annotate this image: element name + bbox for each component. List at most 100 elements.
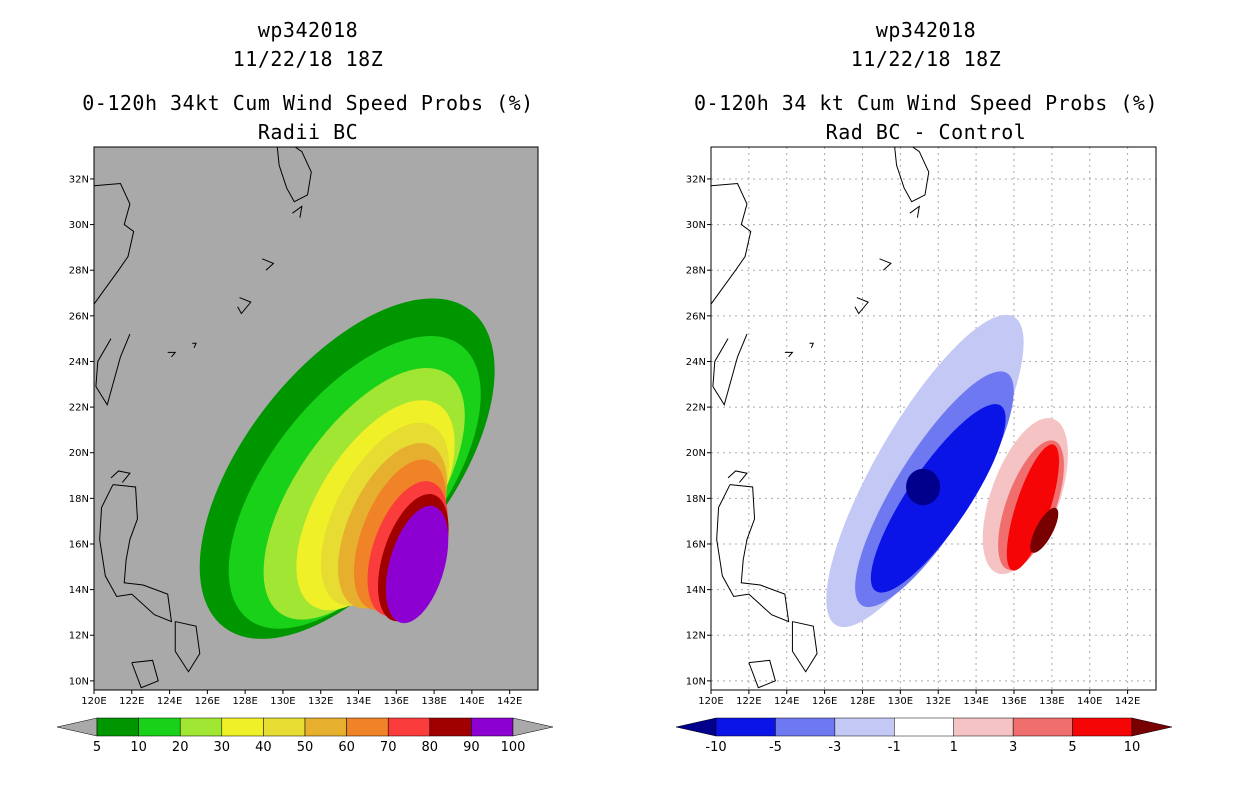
left-title-line-2: 11/22/18 18Z [232, 47, 384, 71]
colorbar-swatch [221, 717, 264, 737]
colorbar-right-arrow [1131, 717, 1173, 737]
difference-colorbar: -10 -5 -3 -1 1 3 5 10 [675, 717, 1173, 755]
x-tick-label: 122E [119, 696, 144, 707]
coast-segment [791, 621, 818, 673]
right-title-line-1: wp342018 [875, 18, 977, 42]
colorbar-swatch [304, 717, 347, 737]
x-tick-label: 142E [1115, 696, 1140, 707]
y-tick-label: 20N [69, 448, 89, 459]
colorbar-swatch [1012, 717, 1073, 737]
y-tick-label: 30N [69, 220, 89, 231]
contour-5 [1006, 444, 1060, 571]
colorbar-label: 10 [1124, 740, 1141, 755]
colorbar-label: -3 [828, 740, 841, 755]
y-tick-label: 12N [686, 631, 706, 642]
y-tick-label: 26N [69, 311, 89, 322]
y-tick-label: 28N [69, 266, 89, 277]
coast-segment [110, 470, 131, 483]
colorbar-swatch [429, 717, 472, 737]
y-tick-label: 16N [69, 539, 89, 550]
x-tick-label: 130E [270, 696, 295, 707]
x-tick-label: 132E [926, 696, 951, 707]
y-tick-label: 26N [686, 311, 706, 322]
x-tick-label: 134E [346, 696, 371, 707]
y-tick-label: 22N [69, 403, 89, 414]
y-tick-label: 32N [686, 174, 706, 185]
x-tick-label: 136E [1001, 696, 1026, 707]
colorbar-label: 70 [380, 740, 397, 755]
coast-segment [94, 182, 135, 305]
coast-segment [716, 484, 790, 623]
colorbar-label: 50 [297, 740, 314, 755]
contour-minus-10 [906, 468, 941, 506]
colorbar-label: 60 [338, 740, 355, 755]
colorbar-swatch [179, 717, 223, 737]
y-tick-label: 10N [69, 676, 89, 687]
colorbar-label: 20 [172, 740, 189, 755]
coastline [711, 147, 930, 689]
colorbar-swatch [96, 717, 139, 737]
colorbar-label: -5 [769, 740, 782, 755]
colorbar-swatch [387, 717, 431, 737]
coast-segment [174, 621, 201, 673]
colorbar-swatch [834, 717, 895, 737]
y-tick-label: 20N [686, 448, 706, 459]
y-tick-label: 24N [69, 357, 89, 368]
y-tick-label: 14N [69, 585, 89, 596]
coast-segment [192, 342, 197, 348]
y-tick-label: 32N [69, 174, 89, 185]
map-background [711, 147, 1156, 690]
coastline [94, 147, 312, 689]
colorbar-label: 5 [93, 740, 101, 755]
coast-segment [131, 659, 159, 689]
x-tick-label: 128E [232, 696, 257, 707]
x-tick-label: 120E [698, 696, 723, 707]
contour-minus-5 [870, 404, 1006, 593]
y-tick-label: 22N [686, 403, 706, 414]
y-tick-label: 14N [686, 585, 706, 596]
contour-30 [296, 400, 455, 611]
colorbar-left-arrow [56, 717, 98, 737]
right-title-line-2: 11/22/18 18Z [850, 47, 1002, 71]
y-tick-label: 10N [686, 676, 706, 687]
y-tick-label: 12N [69, 631, 89, 642]
contour-3 [998, 440, 1064, 571]
contour-50 [338, 443, 447, 609]
contour-60 [354, 459, 447, 611]
map-background [94, 147, 538, 690]
colorbar-label: 3 [1009, 740, 1017, 755]
coast-segment [167, 351, 177, 358]
coast-segment [854, 297, 869, 315]
x-tick-label: 122E [736, 696, 761, 707]
contour-minus-3 [855, 371, 1014, 608]
x-tick-label: 120E [81, 696, 106, 707]
x-tick-label: 136E [384, 696, 409, 707]
coast-segment [748, 659, 776, 689]
coast-segment [237, 297, 252, 315]
colorbar-swatch [775, 717, 836, 737]
x-tick-label: 124E [774, 696, 799, 707]
left-title-line-1: wp342018 [257, 18, 359, 42]
colorbar-swatch [471, 717, 514, 737]
contour-70 [367, 481, 448, 617]
contour-5 [199, 298, 495, 639]
x-tick-label: 134E [963, 696, 988, 707]
contour-1 [982, 418, 1068, 575]
colorbar-label: 10 [130, 740, 147, 755]
coast-segment [261, 258, 275, 271]
colorbar-label: -10 [705, 740, 726, 755]
x-tick-label: 140E [459, 696, 484, 707]
map-frame [93, 146, 539, 691]
coast-segment [894, 147, 930, 203]
contour-20 [263, 367, 465, 620]
right-title-line-3: 0-120h 34 kt Cum Wind Speed Probs (%) [693, 91, 1159, 115]
colorbar-label: -1 [888, 740, 901, 755]
y-tick-label: 30N [686, 220, 706, 231]
x-tick-label: 126E [812, 696, 837, 707]
x-tick-label: 138E [421, 696, 446, 707]
map-frame [710, 146, 1157, 691]
colorbar-label: 1 [950, 740, 958, 755]
colorbar-swatch [715, 717, 776, 737]
colorbar-label: 100 [501, 740, 526, 755]
colorbar-label: 90 [463, 740, 480, 755]
